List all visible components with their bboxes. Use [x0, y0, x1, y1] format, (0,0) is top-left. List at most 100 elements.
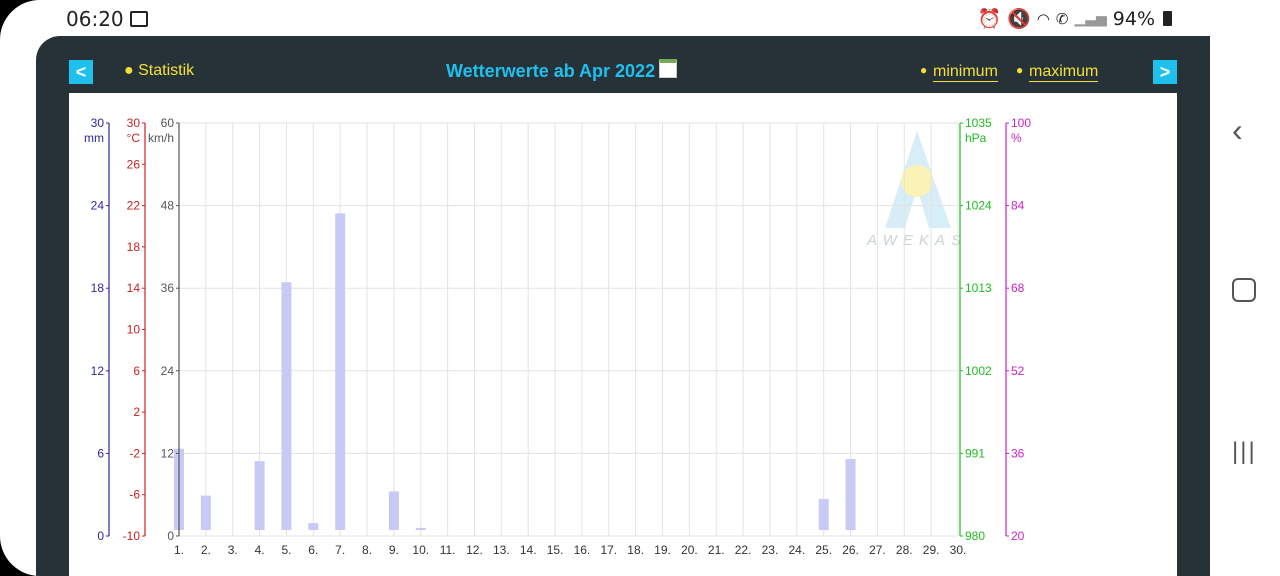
- x-tick-label: 6.: [308, 543, 318, 557]
- call-icon: ✆: [1055, 9, 1069, 28]
- wind-tick-label: 60: [161, 116, 175, 130]
- status-time: 06:20: [66, 7, 124, 31]
- temp-tick-label: 18: [127, 240, 141, 254]
- x-tick-label: 3.: [228, 543, 238, 557]
- weather-app: < ● Statistik Wetterwerte ab Apr 2022 ● …: [36, 36, 1210, 576]
- x-tick-label: 28.: [896, 543, 913, 557]
- humidity-tick-label: 52: [1011, 364, 1025, 378]
- humidity-unit-label: %: [1011, 131, 1022, 145]
- x-tick-label: 23.: [762, 543, 779, 557]
- x-tick-label: 29.: [923, 543, 940, 557]
- temp-tick-label: -10: [123, 529, 141, 543]
- temp-tick-label: -6: [129, 488, 140, 502]
- x-tick-label: 8.: [362, 543, 372, 557]
- pressure-tick-label: 1013: [965, 281, 992, 295]
- wind-tick-label: 0: [167, 529, 174, 543]
- rain-tick-label: 18: [91, 281, 105, 295]
- temp-tick-label: 2: [133, 405, 140, 419]
- x-tick-label: 14.: [520, 543, 537, 557]
- bar: [254, 461, 265, 530]
- wind-tick-label: 36: [161, 281, 175, 295]
- bar: [308, 523, 319, 530]
- humidity-tick-label: 20: [1011, 529, 1025, 543]
- pressure-tick-label: 1024: [965, 199, 992, 213]
- maximum-toggle[interactable]: maximum: [1029, 63, 1099, 82]
- x-tick-label: 18.: [627, 543, 644, 557]
- statistik-link[interactable]: ● Statistik: [124, 62, 195, 79]
- status-icons: ⏰ 🔇 ◠ ✆ ▁▃▅ 94%: [977, 7, 1172, 30]
- pressure-tick-label: 991: [965, 446, 985, 460]
- temp-tick-label: 22: [127, 199, 141, 213]
- bar: [335, 213, 346, 530]
- temp-tick-label: 26: [127, 157, 141, 171]
- home-icon[interactable]: [1232, 278, 1256, 302]
- maximum-bullet-icon: ●: [1016, 63, 1024, 77]
- temp-tick-label: 10: [127, 323, 141, 337]
- minimum-toggle[interactable]: minimum: [933, 63, 998, 82]
- rain-tick-label: 30: [91, 116, 105, 130]
- temp-unit-label: °C: [127, 131, 141, 145]
- bar: [281, 282, 292, 530]
- x-tick-label: 25.: [815, 543, 832, 557]
- x-tick-label: 10.: [412, 543, 429, 557]
- rain-tick-label: 0: [97, 529, 104, 543]
- x-tick-label: 19.: [654, 543, 671, 557]
- rain-tick-label: 12: [91, 364, 105, 378]
- awekas-logo-text: AWEKAS: [866, 232, 967, 249]
- humidity-tick-label: 84: [1011, 199, 1025, 213]
- calendar-icon[interactable]: [659, 59, 678, 78]
- x-tick-label: 22.: [735, 543, 752, 557]
- wind-tick-label: 48: [161, 199, 175, 213]
- minimum-bullet-icon: ●: [920, 63, 928, 77]
- x-tick-label: 12.: [466, 543, 483, 557]
- battery-level: 94%: [1112, 7, 1155, 30]
- pressure-unit-label: hPa: [965, 131, 987, 145]
- signal-icon: ▁▃▅: [1074, 10, 1107, 27]
- bar: [818, 499, 829, 530]
- wind-tick-label: 24: [161, 364, 175, 378]
- prev-button[interactable]: <: [69, 60, 93, 84]
- pressure-tick-label: 1002: [965, 364, 992, 378]
- x-tick-label: 4.: [255, 543, 265, 557]
- weather-chart: AWEKAS 1. 2. 3. 4. 5. 6. 7. 8. 9. 10. 11. 12. 13. 14.…: [84, 116, 1031, 557]
- chart-title[interactable]: Wetterwerte ab Apr 2022: [446, 59, 678, 82]
- recents-icon[interactable]: |||: [1232, 438, 1257, 465]
- x-tick-label: 24.: [788, 543, 805, 557]
- pressure-tick-label: 980: [965, 529, 985, 543]
- pressure-tick-label: 1035: [965, 116, 992, 130]
- humidity-tick-label: 100: [1011, 116, 1031, 130]
- bar: [415, 527, 426, 530]
- x-tick-label: 15.: [547, 543, 564, 557]
- x-tick-label: 30.: [950, 543, 967, 557]
- awekas-logo: AWEKAS: [866, 131, 967, 249]
- bar: [200, 495, 211, 530]
- wifi-icon: ◠: [1036, 9, 1050, 28]
- back-icon[interactable]: ‹: [1232, 112, 1243, 148]
- x-tick-label: 7.: [335, 543, 345, 557]
- next-button[interactable]: >: [1153, 60, 1177, 84]
- temp-tick-label: 14: [127, 281, 141, 295]
- mute-icon: 🔇: [1007, 8, 1031, 30]
- chart-title-text: Wetterwerte ab Apr 2022: [446, 61, 656, 81]
- android-nav-bar: ‹ |||: [1210, 0, 1280, 576]
- rain-tick-label: 24: [91, 199, 105, 213]
- status-bar: 06:20 ⏰ 🔇 ◠ ✆ ▁▃▅ 94%: [0, 0, 1210, 36]
- x-tick-label: 17.: [600, 543, 617, 557]
- bar: [845, 459, 856, 530]
- battery-icon: [1163, 11, 1172, 26]
- humidity-tick-label: 68: [1011, 281, 1025, 295]
- x-tick-label: 5.: [281, 543, 291, 557]
- x-tick-label: 21.: [708, 543, 725, 557]
- x-tick-label: 26.: [842, 543, 859, 557]
- x-tick-label: 13.: [493, 543, 510, 557]
- x-tick-label: 16.: [574, 543, 591, 557]
- alarm-icon: ⏰: [977, 8, 1002, 30]
- rain-tick-label: 6: [97, 446, 104, 460]
- temp-tick-label: 6: [133, 364, 140, 378]
- temp-tick-label: -2: [129, 446, 140, 460]
- x-tick-label: 9.: [389, 543, 399, 557]
- phone-screen: 06:20 ⏰ 🔇 ◠ ✆ ▁▃▅ 94% < ● Statistik Wett…: [0, 0, 1210, 576]
- humidity-tick-label: 36: [1011, 446, 1025, 460]
- chart-panel: AWEKAS 1. 2. 3. 4. 5. 6. 7. 8. 9. 10. 11. 12. 13. 14.…: [69, 93, 1177, 576]
- gallery-icon: [130, 11, 148, 27]
